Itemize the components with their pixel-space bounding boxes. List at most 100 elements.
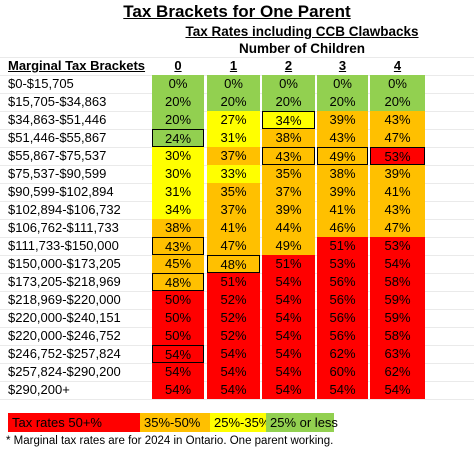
table-row: $111,733-$150,000 43% 47% 49% 51% 53% [0, 237, 474, 255]
children-count-header: 3 [338, 58, 347, 73]
rate-cell: 47% [370, 129, 425, 147]
rate-cell: 0% [207, 75, 260, 93]
rate-cell: 59% [370, 309, 425, 327]
children-count-header: 2 [284, 58, 293, 73]
rate-cell: 20% [317, 93, 368, 111]
rate-cell: 54% [317, 381, 368, 399]
rate-cell: 20% [152, 93, 204, 111]
rate-cell: 37% [262, 183, 315, 201]
bracket-label: $34,863-$51,446 [8, 112, 107, 127]
rate-cell: 35% [207, 183, 260, 201]
gridline [0, 57, 474, 58]
table-row: $75,537-$90,599 30% 33% 35% 38% 39% [0, 165, 474, 183]
rate-cell: 54% [262, 363, 315, 381]
rate-cell: 31% [152, 183, 204, 201]
page-title: Tax Brackets for One Parent [123, 2, 351, 21]
rate-cell: 53% [370, 147, 425, 165]
rate-cell: 39% [317, 111, 368, 129]
table-row: $220,000-$240,151 50% 52% 54% 56% 59% [0, 309, 474, 327]
rate-cell: 51% [262, 255, 315, 273]
rate-cell: 0% [317, 75, 368, 93]
rate-cell: 54% [207, 345, 260, 363]
rate-cell: 37% [207, 147, 260, 165]
rate-cell: 43% [370, 111, 425, 129]
rate-cell: 54% [152, 363, 204, 381]
rate-cell: 54% [152, 345, 204, 363]
rate-cell: 0% [262, 75, 315, 93]
rate-cell: 35% [262, 165, 315, 183]
bracket-label: $55,867-$75,537 [8, 148, 107, 163]
table-row: $90,599-$102,894 31% 35% 37% 39% 41% [0, 183, 474, 201]
legend-item: 25%-35% [210, 413, 270, 432]
table-row: $102,894-$106,732 34% 37% 39% 41% 43% [0, 201, 474, 219]
rate-cell: 50% [152, 309, 204, 327]
rate-cell: 43% [152, 237, 204, 255]
rate-cell: 54% [262, 291, 315, 309]
rate-cell: 30% [152, 147, 204, 165]
table-row: $106,762-$111,733 38% 41% 44% 46% 47% [0, 219, 474, 237]
bracket-label: $15,705-$34,863 [8, 94, 107, 109]
rate-cell: 63% [370, 345, 425, 363]
rate-cell: 47% [370, 219, 425, 237]
rate-cell: 54% [370, 255, 425, 273]
children-count-header: 0 [174, 58, 182, 73]
rate-cell: 51% [317, 237, 368, 255]
table-subtitle: Tax Rates including CCB Clawbacks [185, 24, 419, 39]
rate-cell: 20% [152, 111, 204, 129]
rate-cell: 51% [207, 273, 260, 291]
rate-cell: 41% [207, 219, 260, 237]
rate-cell: 60% [317, 363, 368, 381]
bracket-label: $173,205-$218,969 [8, 274, 121, 289]
rate-cell: 31% [207, 129, 260, 147]
bracket-label: $246,752-$257,824 [8, 346, 121, 361]
legend-item: Tax rates 50+% [8, 413, 140, 432]
bracket-column-header: Marginal Tax Brackets [8, 58, 146, 73]
table-row: $15,705-$34,863 20% 20% 20% 20% 20% [0, 93, 474, 111]
rate-cell: 52% [207, 291, 260, 309]
bracket-label: $51,446-$55,867 [8, 130, 107, 145]
rate-cell: 50% [152, 291, 204, 309]
table-header-row: Marginal Tax Brackets 0 1 2 3 4 [0, 57, 474, 75]
rate-cell: 43% [262, 147, 315, 165]
rate-cell: 56% [317, 327, 368, 345]
rate-cell: 48% [207, 255, 260, 273]
legend-item: 25% or less [266, 413, 338, 432]
rate-cell: 56% [317, 291, 368, 309]
rate-cell: 53% [370, 237, 425, 255]
rate-cell: 58% [370, 273, 425, 291]
table-row: $246,752-$257,824 54% 54% 54% 62% 63% [0, 345, 474, 363]
gridline [0, 399, 474, 400]
bracket-label: $220,000-$240,151 [8, 310, 121, 325]
rate-cell: 38% [152, 219, 204, 237]
rate-cell: 33% [207, 165, 260, 183]
rate-cell: 38% [262, 129, 315, 147]
rate-cell: 50% [152, 327, 204, 345]
legend-item: 35%-50% [140, 413, 210, 432]
rate-cell: 56% [317, 273, 368, 291]
rate-cell: 20% [370, 93, 425, 111]
rate-cell: 43% [317, 129, 368, 147]
rate-cell: 41% [317, 201, 368, 219]
table-row: $0-$15,705 0% 0% 0% 0% 0% [0, 75, 474, 93]
table-row: $51,446-$55,867 24% 31% 38% 43% 47% [0, 129, 474, 147]
rate-cell: 54% [262, 309, 315, 327]
rate-cell: 39% [262, 201, 315, 219]
table-row: $34,863-$51,446 20% 27% 34% 39% 43% [0, 111, 474, 129]
children-count-header: 1 [229, 58, 238, 73]
rate-cell: 49% [262, 237, 315, 255]
rate-cell: 46% [317, 219, 368, 237]
rate-cell: 37% [207, 201, 260, 219]
rate-cell: 54% [152, 381, 204, 399]
rate-cell: 54% [207, 363, 260, 381]
rate-cell: 0% [152, 75, 204, 93]
rate-cell: 34% [152, 201, 204, 219]
table-row: $55,867-$75,537 30% 37% 43% 49% 53% [0, 147, 474, 165]
rate-cell: 52% [207, 309, 260, 327]
bracket-label: $102,894-$106,732 [8, 202, 121, 217]
table-row: $173,205-$218,969 48% 51% 54% 56% 58% [0, 273, 474, 291]
children-count-header: 4 [393, 58, 402, 73]
rate-cell: 54% [262, 345, 315, 363]
rate-cell: 62% [317, 345, 368, 363]
table-row: $257,824-$290,200 54% 54% 54% 60% 62% [0, 363, 474, 381]
footnote: * Marginal tax rates are for 2024 in Ont… [6, 435, 334, 447]
